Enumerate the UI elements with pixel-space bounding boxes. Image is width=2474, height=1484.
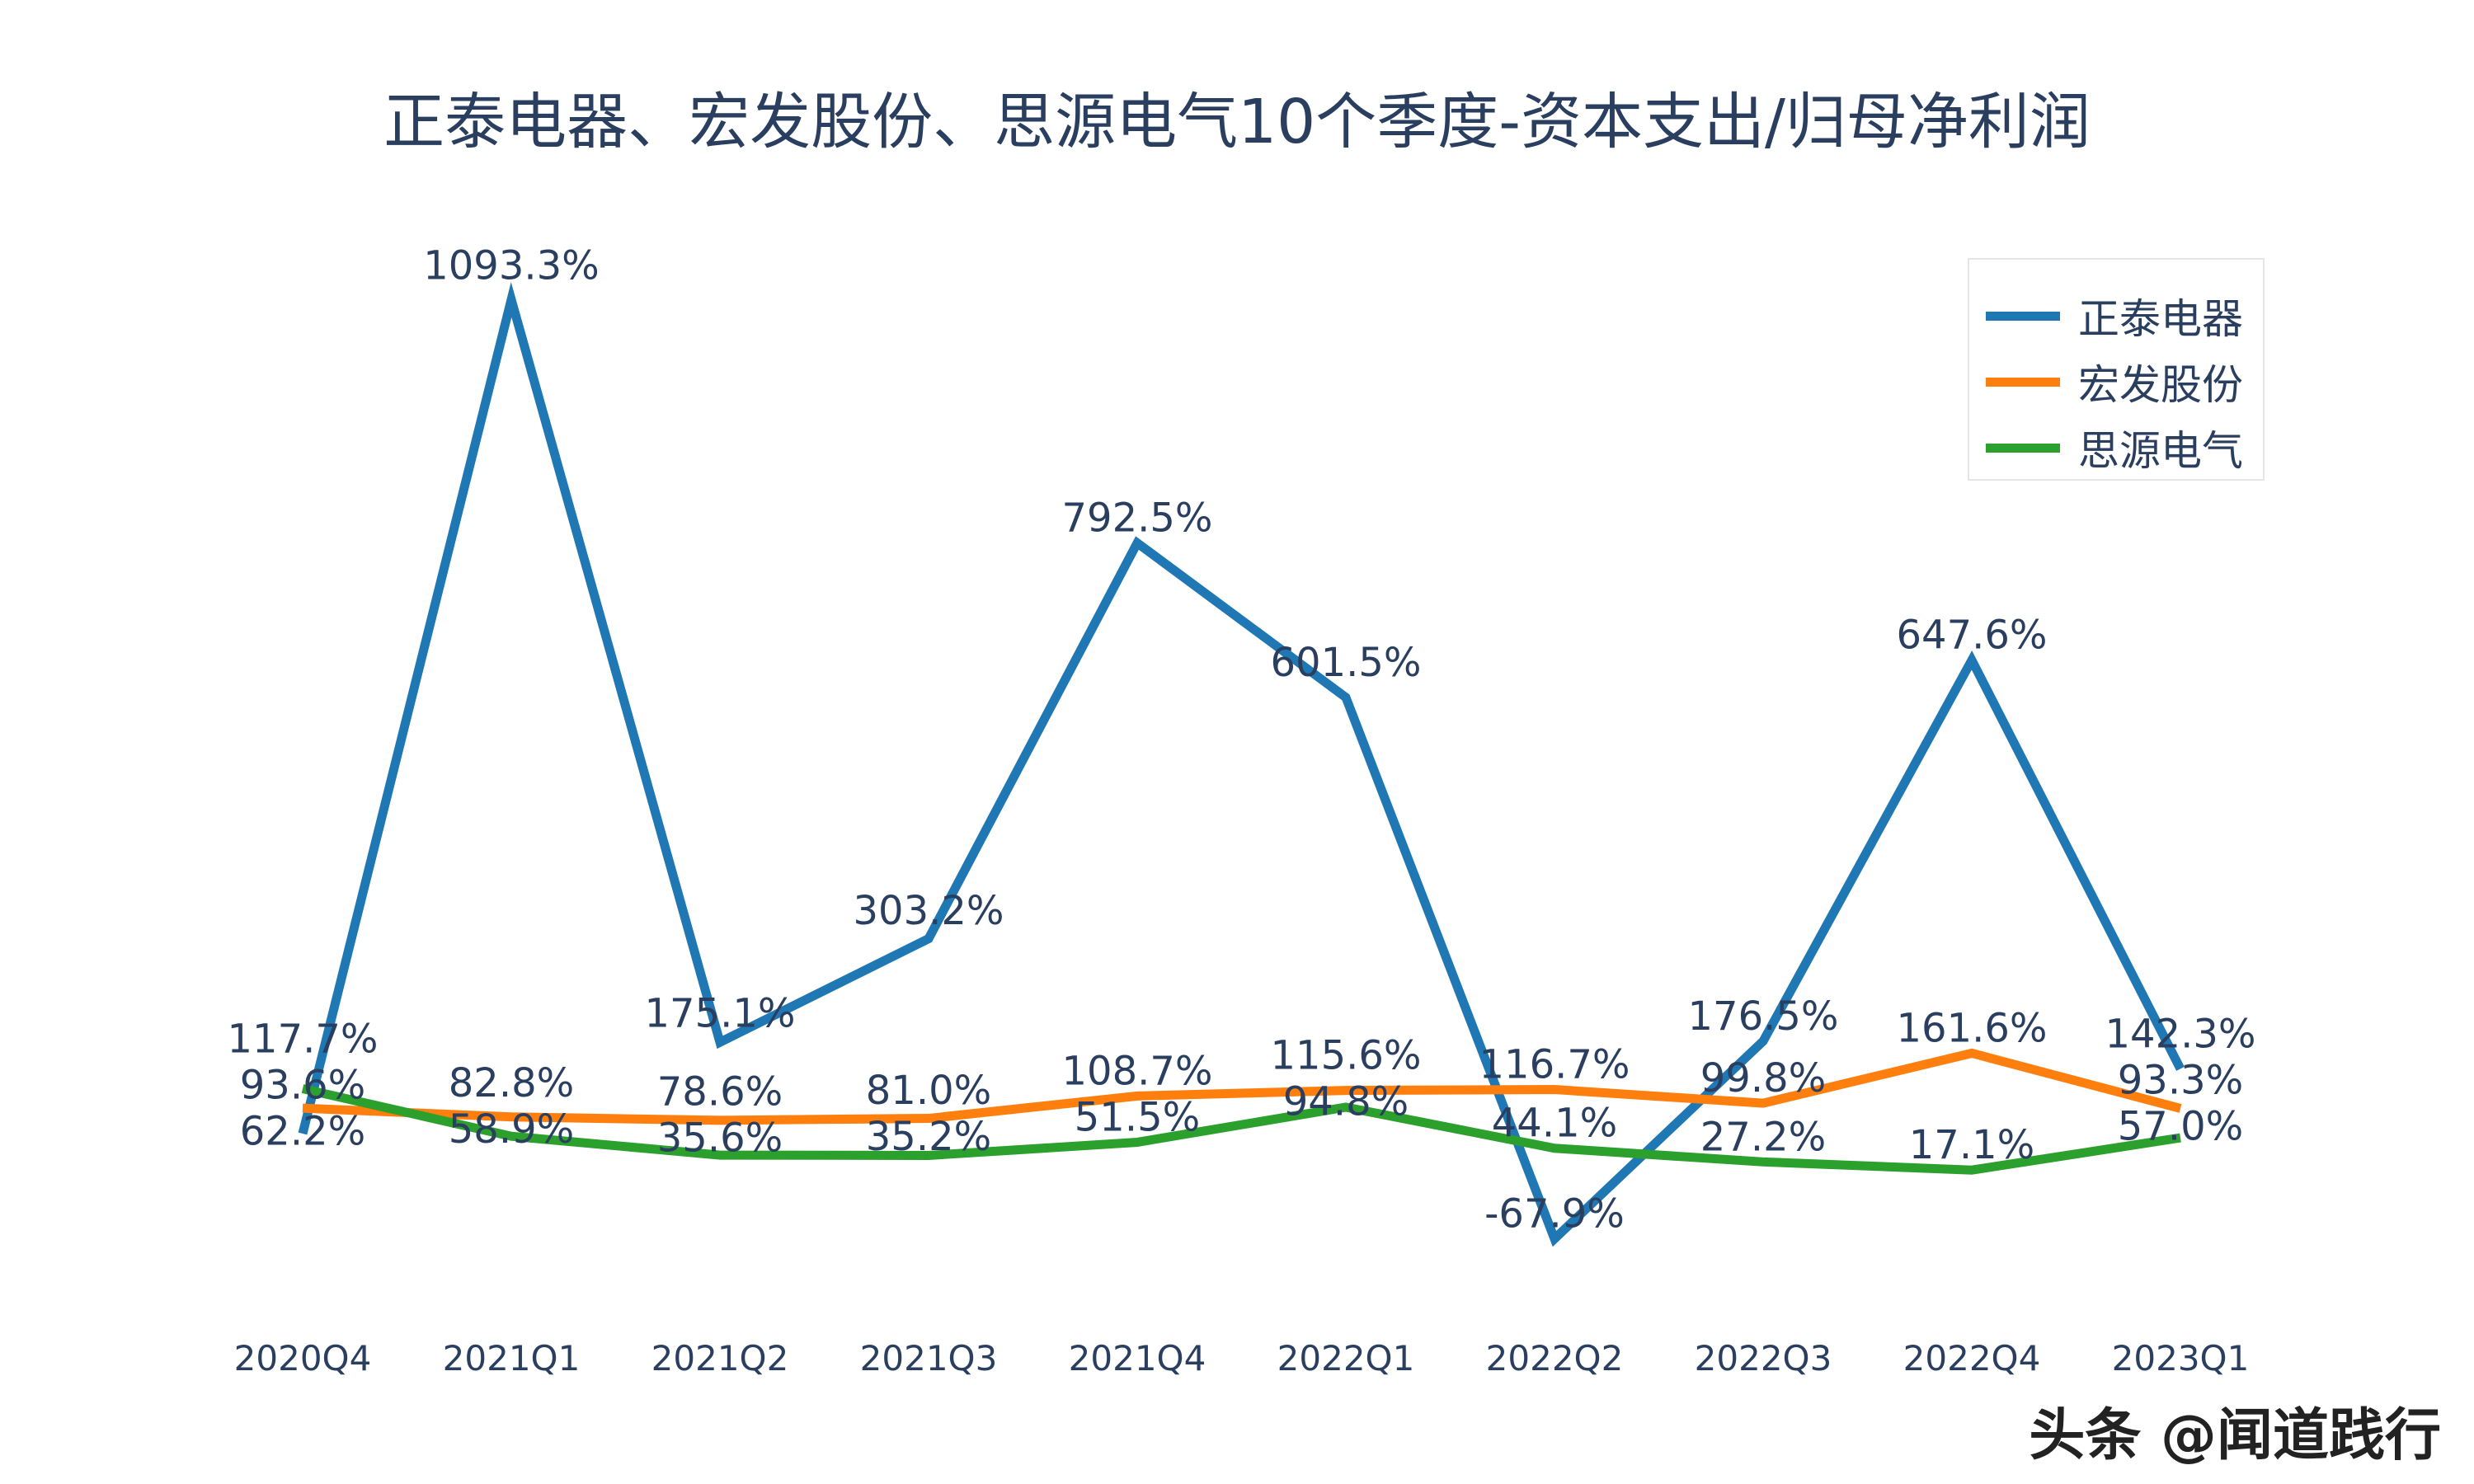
data-label: 116.7% bbox=[1479, 1042, 1630, 1088]
data-label: 117.7% bbox=[227, 1017, 378, 1063]
data-label: 93.6% bbox=[240, 1063, 365, 1109]
data-label: 27.2% bbox=[1700, 1114, 1826, 1160]
x-tick-label: 2020Q4 bbox=[234, 1338, 372, 1378]
series-line-2 bbox=[301, 1084, 2181, 1175]
data-label: 93.3% bbox=[2118, 1057, 2243, 1103]
data-label: 35.2% bbox=[866, 1114, 991, 1160]
data-label: 62.2% bbox=[240, 1109, 365, 1155]
x-tick-label: 2021Q3 bbox=[860, 1338, 998, 1378]
legend-label: 宏发股份 bbox=[2078, 361, 2243, 409]
legend-swatch bbox=[1986, 311, 2060, 321]
data-label: 35.6% bbox=[657, 1115, 783, 1161]
data-label: 99.8% bbox=[1700, 1055, 1826, 1101]
series-line-1 bbox=[302, 1048, 2182, 1125]
data-label: 142.3% bbox=[2105, 1011, 2255, 1057]
legend-swatch bbox=[1986, 443, 2060, 453]
data-label: 161.6% bbox=[1896, 1005, 2047, 1051]
series-line-0 bbox=[298, 282, 2185, 1247]
data-label: 58.9% bbox=[449, 1106, 574, 1153]
x-tick-label: 2022Q4 bbox=[1903, 1338, 2041, 1378]
legend-swatch bbox=[1986, 377, 2060, 387]
legend-item-siyuan[interactable]: 思源电气 bbox=[1986, 423, 2243, 475]
x-tick-label: 2023Q1 bbox=[2112, 1338, 2250, 1378]
data-label: 175.1% bbox=[644, 991, 795, 1037]
legend-label: 思源电气 bbox=[2078, 427, 2243, 475]
data-label: 82.8% bbox=[449, 1060, 574, 1106]
x-tick-label: 2022Q1 bbox=[1277, 1338, 1415, 1378]
chart-title: 正泰电器、宏发股份、思源电气10个季度-资本支出/归母净利润 bbox=[383, 87, 2091, 157]
data-label: 44.1% bbox=[1492, 1101, 1617, 1147]
data-label: 81.0% bbox=[866, 1068, 991, 1114]
data-label: 115.6% bbox=[1270, 1033, 1421, 1079]
data-label: 1093.3% bbox=[423, 243, 600, 289]
data-label: 108.7% bbox=[1061, 1048, 1212, 1094]
x-tick-label: 2021Q4 bbox=[1069, 1338, 1206, 1378]
legend-item-zhengtai[interactable]: 正泰电器 bbox=[1986, 291, 2243, 343]
data-label: 792.5% bbox=[1061, 495, 1212, 542]
x-tick-label: 2022Q2 bbox=[1486, 1338, 1624, 1378]
data-label: -67.9% bbox=[1484, 1191, 1625, 1237]
x-tick-label: 2021Q1 bbox=[443, 1338, 581, 1378]
data-label: 57.0% bbox=[2118, 1103, 2243, 1149]
data-label: 51.5% bbox=[1075, 1094, 1200, 1140]
data-label: 647.6% bbox=[1896, 613, 2047, 659]
x-tick-label: 2022Q3 bbox=[1695, 1338, 1832, 1378]
data-label: 176.5% bbox=[1687, 993, 1838, 1040]
watermark: 头条 @闻道践行 bbox=[2029, 1403, 2441, 1468]
data-label: 601.5% bbox=[1270, 640, 1421, 686]
legend: 正泰电器 宏发股份 思源电气 bbox=[1968, 258, 2265, 481]
legend-label: 正泰电器 bbox=[2078, 295, 2243, 343]
x-tick-label: 2021Q2 bbox=[651, 1338, 789, 1378]
data-label: 17.1% bbox=[1909, 1122, 2034, 1168]
data-label: 303.2% bbox=[853, 888, 1004, 934]
data-label: 78.6% bbox=[657, 1068, 783, 1115]
data-label: 94.8% bbox=[1283, 1079, 1409, 1125]
legend-item-hongfa[interactable]: 宏发股份 bbox=[1986, 357, 2243, 409]
